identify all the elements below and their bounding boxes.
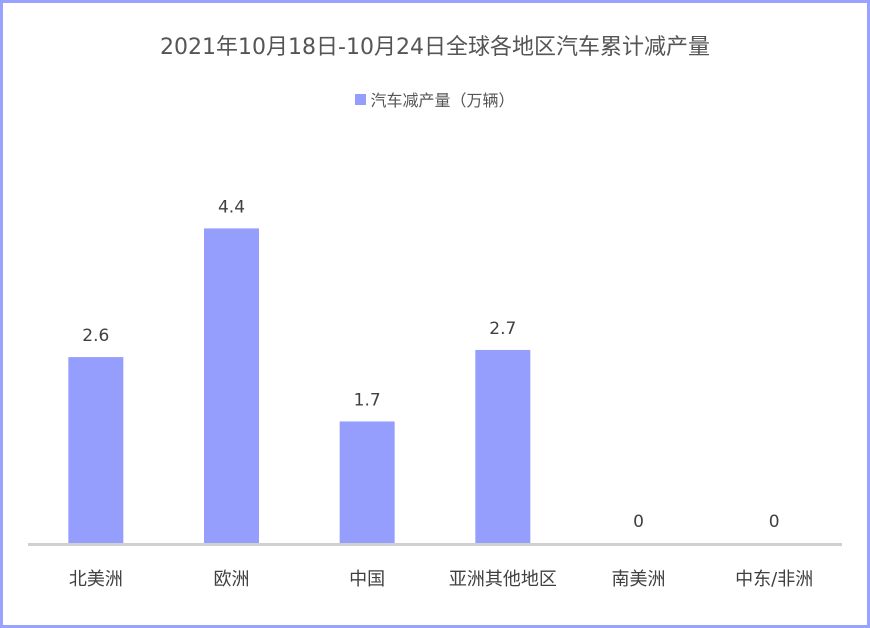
legend: 汽车减产量（万辆） (3, 87, 867, 111)
data-label-2: 1.7 (354, 390, 381, 410)
data-label-3: 2.7 (489, 319, 516, 339)
data-label-1: 4.4 (218, 197, 245, 217)
data-label-0: 2.6 (82, 326, 109, 346)
x-tick-label-0: 北美洲 (69, 569, 123, 590)
x-tick-label-2: 中国 (349, 569, 385, 590)
x-tick-label-3: 亚洲其他地区 (449, 569, 557, 590)
data-label-5: 0 (769, 512, 780, 532)
x-tick-label-1: 欧洲 (214, 569, 250, 590)
data-label-4: 0 (633, 512, 644, 532)
bar-1 (204, 228, 259, 543)
bar-2 (339, 421, 395, 543)
legend-swatch (355, 94, 367, 105)
x-axis-line (28, 543, 842, 546)
legend-label: 汽车减产量（万辆） (370, 91, 515, 110)
chart-title: 2021年10月18日-10月24日全球各地区汽车累计减产量 (160, 35, 710, 60)
bar-0 (68, 357, 124, 543)
bar-3 (475, 349, 531, 543)
x-tick-label-4: 南美洲 (612, 569, 666, 590)
x-tick-label-5: 中东/非洲 (735, 569, 813, 590)
